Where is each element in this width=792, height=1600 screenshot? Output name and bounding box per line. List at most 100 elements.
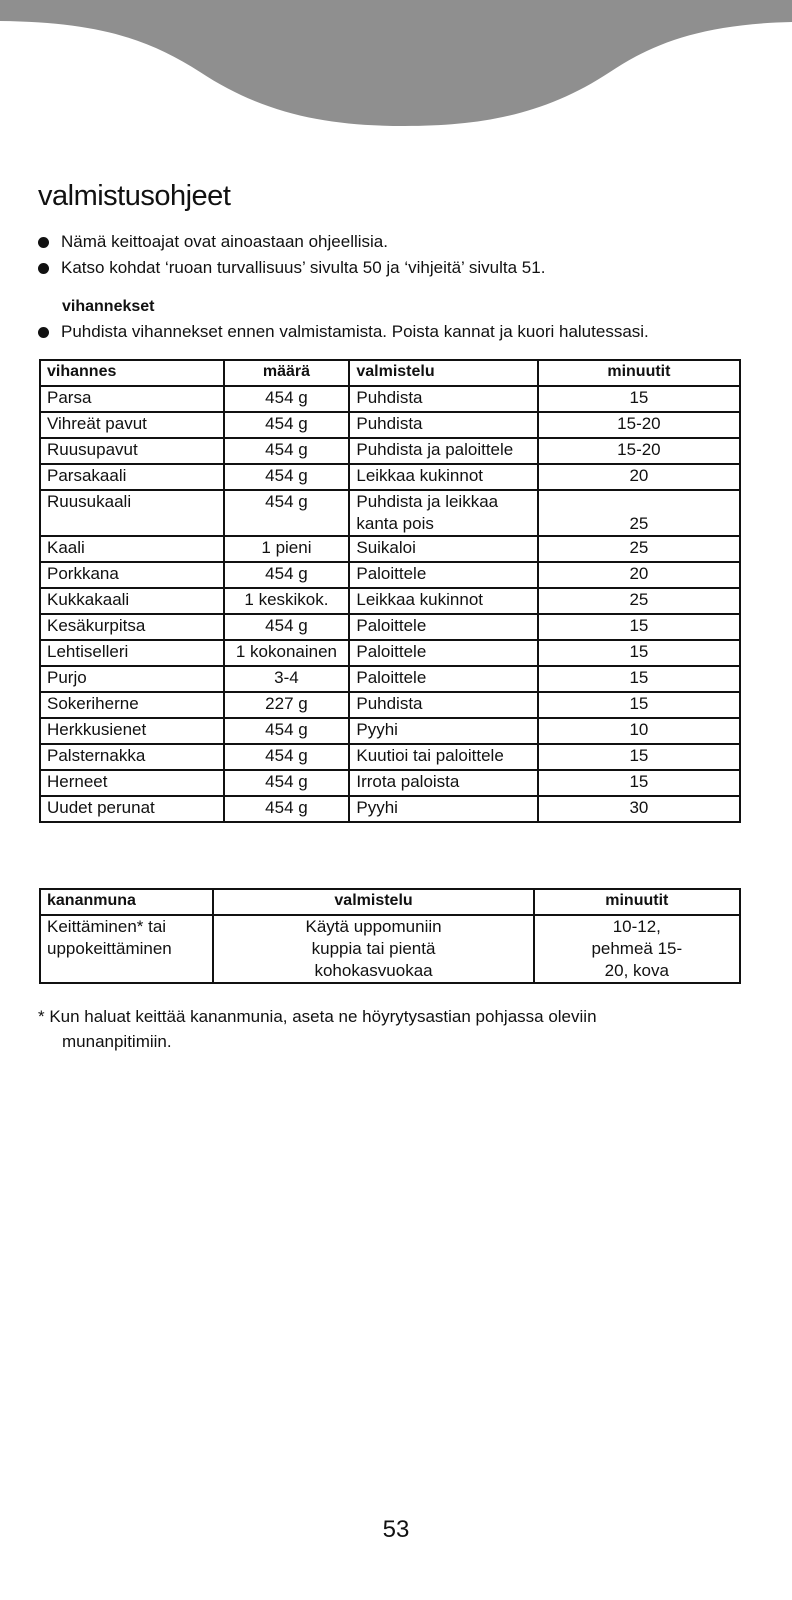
table-cell: 454 g [222,717,351,745]
table-row: Porkkana 454 g Paloittele 20 [39,561,742,589]
table-cell: 454 g [222,411,351,439]
bullet-icon [38,326,49,338]
table-cell: 454 g [222,769,351,797]
bullet-icon [38,262,49,274]
footnote-line: munanpitimiin. [62,1032,172,1051]
table-row: Parsakaali 454 g Leikkaa kukinnot 20 [39,463,742,491]
table-row: Keittäminen* tai uppokeittäminen Käytä u… [38,914,742,984]
table-cell: Parsakaali [39,463,225,491]
table-cell: Kesäkurpitsa [39,613,225,641]
table-cell: Pyyhi [348,717,539,745]
page-title: valmistusohjeet [38,180,231,212]
table-cell: 10-12, pehmeä 15-20, kova [532,914,742,984]
bullet-icon [38,236,49,248]
bullet-text: Nämä keittoajat ovat ainoastaan ohjeelli… [61,232,388,251]
table-cell: Lehtiselleri [39,639,225,667]
table-cell: 454 g [222,385,351,413]
table-cell: 25 [536,535,742,563]
column-header: valmistelu [212,888,535,916]
column-header: vihannes [39,359,225,387]
table-row: Kaali 1 pieni Suikaloi 25 [39,535,742,563]
table-cell: 15 [536,691,742,719]
table-row: Vihreät pavut 454 g Puhdista 15-20 [39,411,742,439]
table-cell: Sokeriherne [39,691,225,719]
table-cell: Paloittele [348,613,539,641]
table-cell: 454 g [222,795,351,823]
table-row: Uudet perunat 454 g Pyyhi 30 [39,795,742,823]
table-header-row: vihannes määrä valmistelu minuutit [39,359,742,387]
vegetable-table: vihannes määrä valmistelu minuutit Parsa… [39,359,742,823]
table-cell: Ruusupavut [39,437,225,465]
table-cell: 1 pieni [222,535,351,563]
table-cell: 15 [536,639,742,667]
table-cell: Käytä uppomuniin kuppia tai pientä kohok… [212,914,535,984]
table-cell: 15 [536,613,742,641]
table-cell: Kukkakaali [39,587,225,615]
table-row: Palsternakka 454 g Kuutioi tai paloittele 1… [39,743,742,771]
table-cell: 15 [536,665,742,693]
table-cell: 15 [536,769,742,797]
table-row: Herneet 454 g Irrota paloista 15 [39,769,742,797]
table-cell: 3-4 [222,665,351,693]
table-cell: Uudet perunat [39,795,225,823]
table-cell: Ruusukaali [39,489,225,537]
egg-table: kananmuna valmistelu minuutit Keittämine… [38,888,742,984]
table-cell: Paloittele [348,665,539,693]
table-row: Sokeriherne 227 g Puhdista 15 [39,691,742,719]
table-cell: 454 g [222,489,351,537]
table-cell: Kaali [39,535,225,563]
table-cell: Leikkaa kukinnot [348,587,539,615]
bullet-item: Puhdista vihannekset ennen valmistamista… [38,322,649,342]
column-header: määrä [222,359,351,387]
footnote-line: * Kun haluat keittää kananmunia, aseta n… [38,1007,597,1026]
table-cell: Paloittele [348,639,539,667]
table-cell: 454 g [222,613,351,641]
table-cell: Palsternakka [39,743,225,771]
table-cell: Irrota paloista [348,769,539,797]
table-cell: 454 g [222,743,351,771]
column-header: minuutit [536,359,742,387]
column-header: valmistelu [348,359,539,387]
column-header: minuutit [532,888,742,916]
decorative-wave [0,0,792,126]
table-cell: Porkkana [39,561,225,589]
table-cell: 454 g [222,437,351,465]
table-cell: 454 g [222,561,351,589]
table-cell: 20 [536,561,742,589]
table-cell: Leikkaa kukinnot [348,463,539,491]
column-header: kananmuna [38,888,215,916]
bullet-item: Katso kohdat ‘ruoan turvallisuus’ sivult… [38,258,545,278]
table-cell: Parsa [39,385,225,413]
table-cell: Pyyhi [348,795,539,823]
table-cell: 1 kokonainen [222,639,351,667]
table-cell: 30 [536,795,742,823]
table-row: Kesäkurpitsa 454 g Paloittele 15 [39,613,742,641]
footnote: * Kun haluat keittää kananmunia, aseta n… [38,1004,738,1054]
table-cell: Suikaloi [348,535,539,563]
table-cell: Paloittele [348,561,539,589]
table-cell: 227 g [222,691,351,719]
table-cell: 10 [536,717,742,745]
table-row: Herkkusienet 454 g Pyyhi 10 [39,717,742,745]
table-cell: Purjo [39,665,225,693]
bullet-text: Puhdista vihannekset ennen valmistamista… [61,322,649,341]
page-number: 53 [382,1516,410,1543]
table-cell: Puhdista [348,691,539,719]
table-cell: 25 [536,587,742,615]
table-cell: 1 keskikok. [222,587,351,615]
table-row: Parsa 454 g Puhdista 15 [39,385,742,413]
table-cell: Kuutioi tai paloittele [348,743,539,771]
subheading: vihannekset [62,298,155,315]
table-cell: 454 g [222,463,351,491]
bullet-item: Nämä keittoajat ovat ainoastaan ohjeelli… [38,232,388,252]
table-cell: Herneet [39,769,225,797]
table-row: Purjo 3-4 Paloittele 15 [39,665,742,693]
table-row: Kukkakaali 1 keskikok. Leikkaa kukinnot 25 [39,587,742,615]
table-cell: 15-20 [536,411,742,439]
table-cell: Herkkusienet [39,717,225,745]
table-header-row: kananmuna valmistelu minuutit [38,888,742,916]
table-cell: 15-20 [536,437,742,465]
table-cell: 20 [536,463,742,491]
table-cell: 15 [536,385,742,413]
